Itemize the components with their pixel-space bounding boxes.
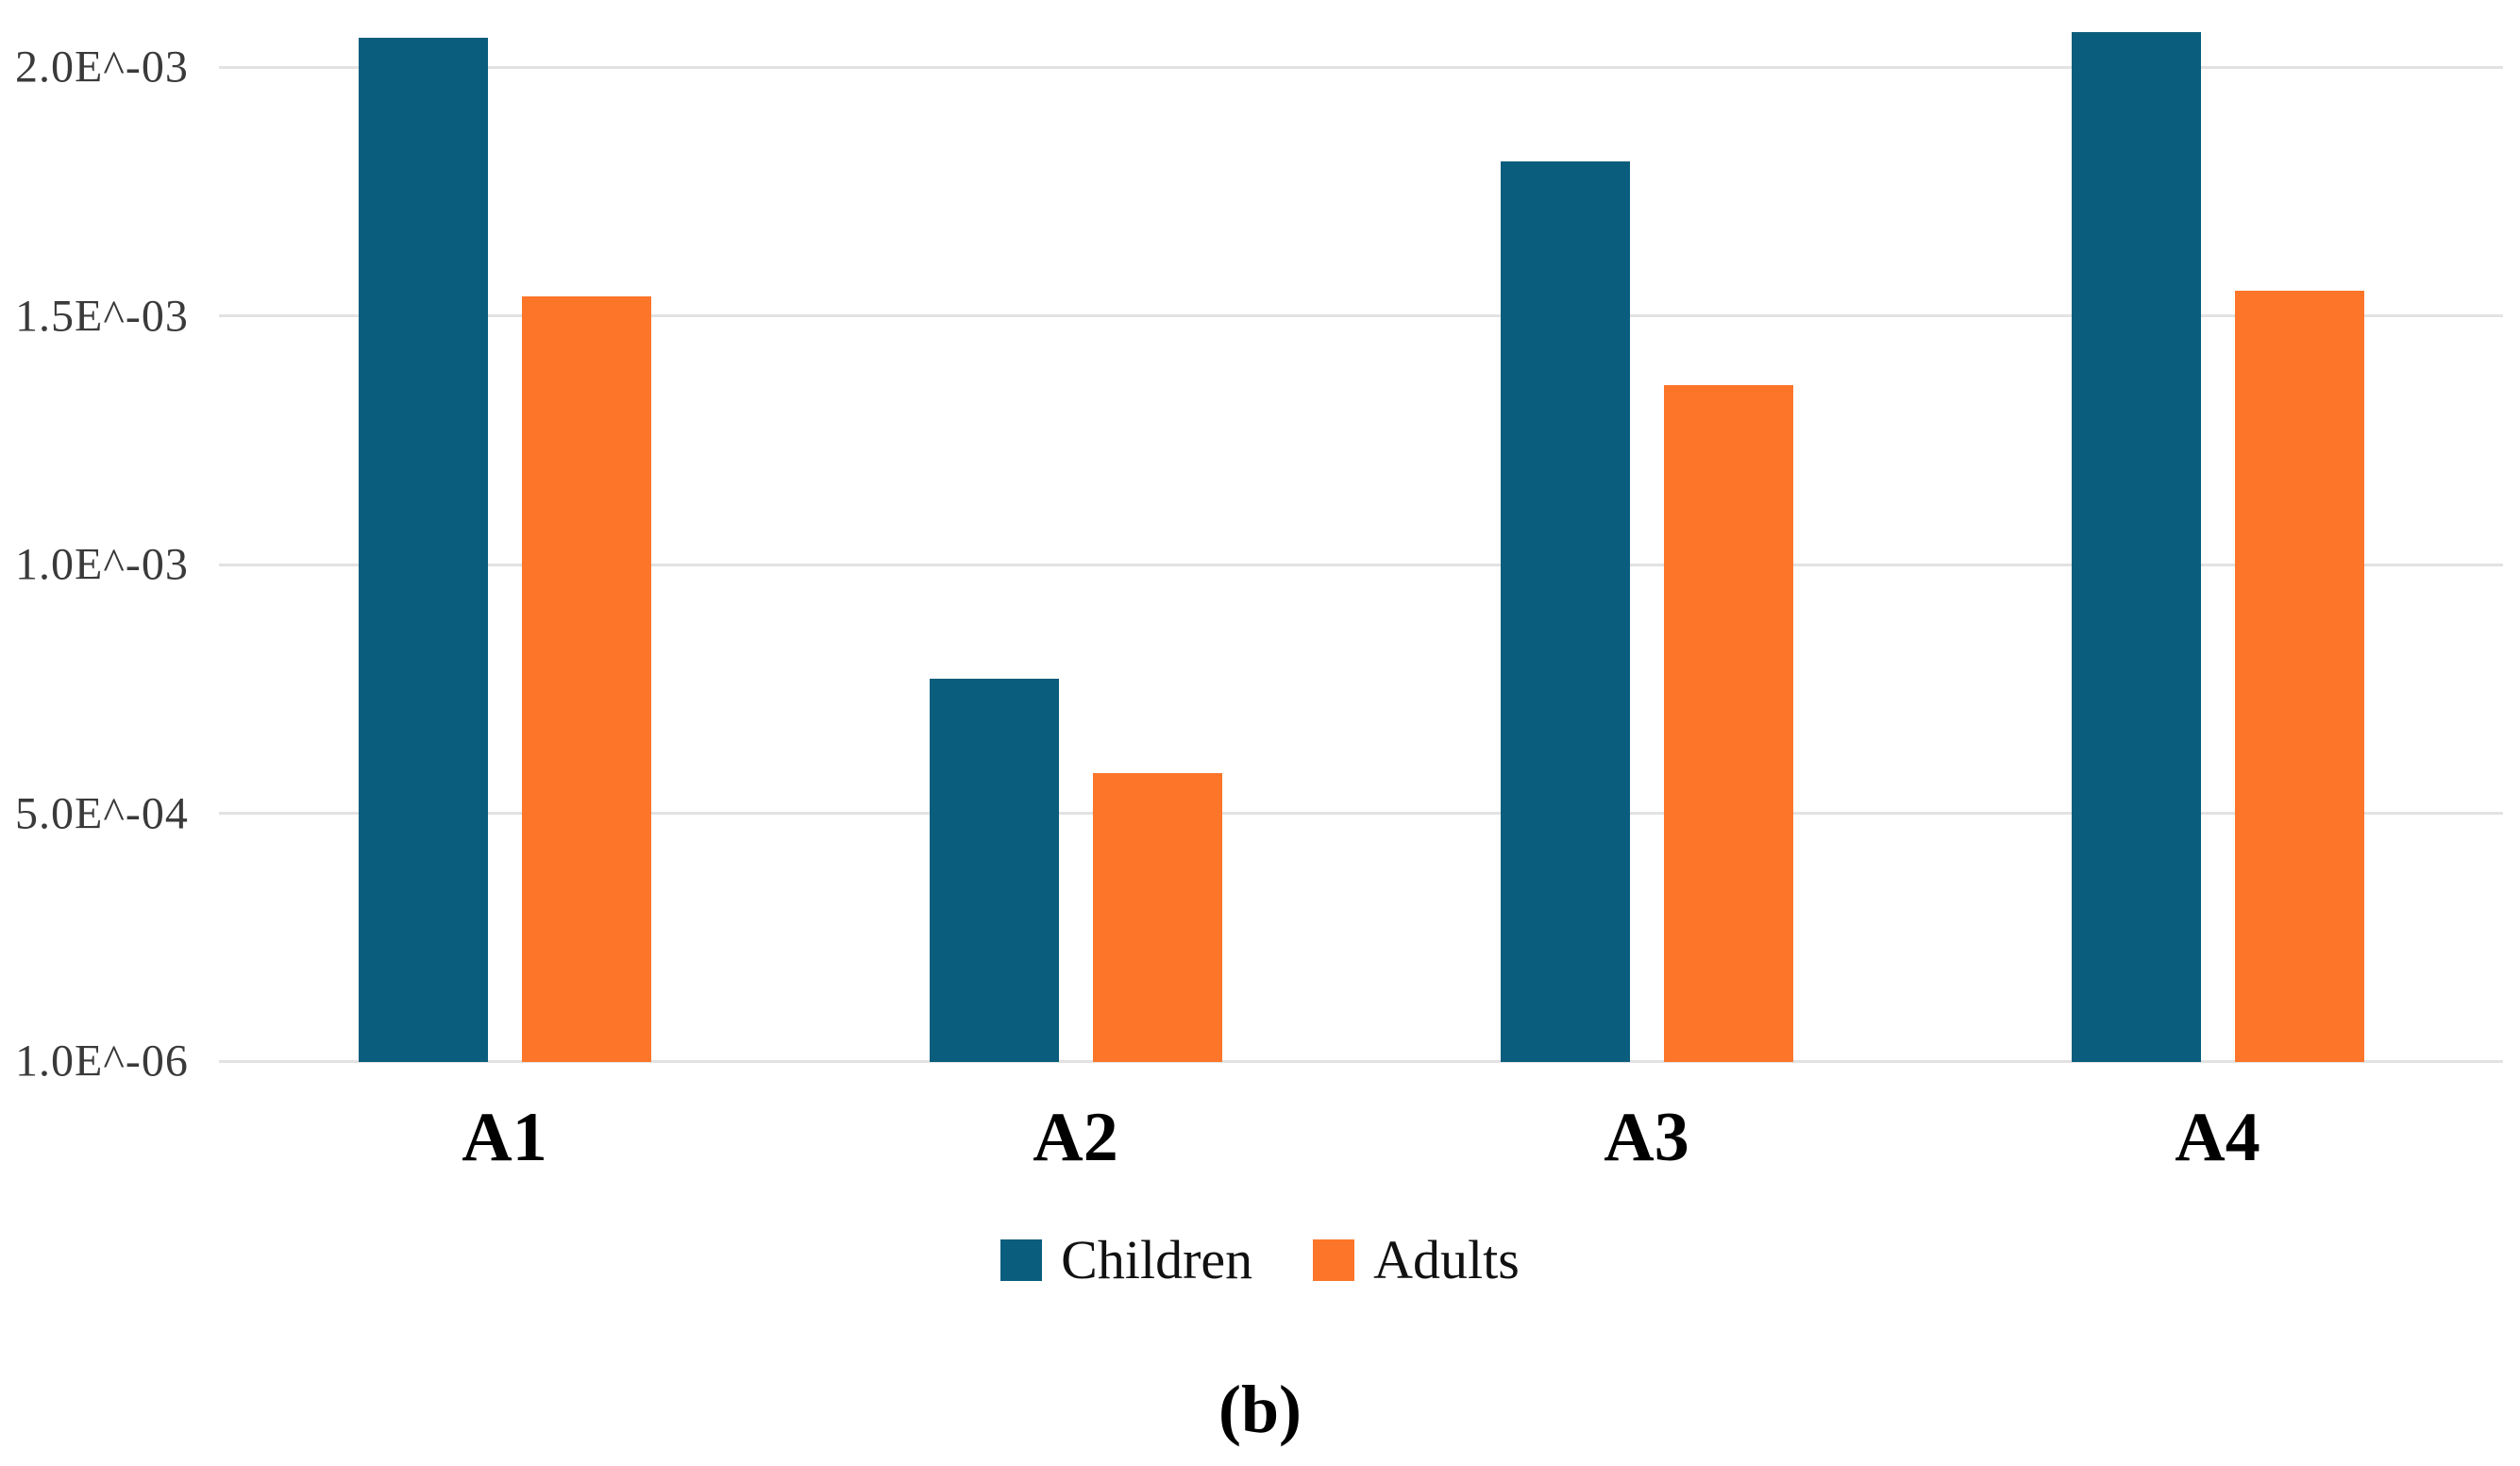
bar-children-a4: [2071, 32, 2201, 1062]
gridline: [219, 563, 2503, 566]
x-axis-category-label-a1: A1: [462, 1099, 547, 1176]
bar-children-a2: [929, 679, 1059, 1062]
legend-swatch-children: [1000, 1239, 1043, 1281]
y-axis-tick-label: 2.0E^-03: [15, 42, 189, 93]
gridline: [219, 1059, 2503, 1063]
bar-children-a3: [1500, 161, 1630, 1062]
gridline: [219, 314, 2503, 318]
bar-adults-a4: [2234, 291, 2364, 1062]
legend-swatch-adults: [1313, 1239, 1355, 1281]
gridline: [219, 812, 2503, 816]
gridline: [219, 65, 2503, 69]
legend-item-adults: Adults: [1313, 1233, 1520, 1288]
y-axis-tick-label: 1.5E^-03: [15, 291, 189, 342]
legend-item-children: Children: [1000, 1233, 1252, 1288]
x-axis-category-label-a3: A3: [1604, 1099, 1689, 1176]
bar-adults-a3: [1663, 385, 1793, 1062]
legend-label-children: Children: [1061, 1229, 1253, 1290]
figure-caption: (b): [1218, 1372, 1302, 1447]
legend-label-adults: Adults: [1373, 1229, 1520, 1290]
y-axis-tick-label: 1.0E^-03: [15, 539, 189, 590]
y-axis-tick-label: 5.0E^-04: [15, 788, 189, 839]
plot-area: [219, 0, 2503, 1063]
x-axis-category-label-a2: A2: [1033, 1099, 1118, 1176]
bar-adults-a2: [1092, 773, 1222, 1062]
y-axis-tick-label: 1.0E^-06: [15, 1036, 189, 1087]
x-axis-category-label-a4: A4: [2175, 1099, 2260, 1176]
legend: Children Adults: [0, 1233, 2520, 1288]
bar-adults-a1: [521, 295, 651, 1062]
bar-children-a1: [358, 37, 488, 1062]
